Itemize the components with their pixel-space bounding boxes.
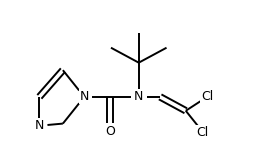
Text: N: N (134, 90, 144, 103)
Text: N: N (80, 90, 89, 103)
Text: N: N (35, 119, 44, 132)
Text: Cl: Cl (197, 126, 209, 139)
Text: O: O (105, 125, 115, 138)
Text: Cl: Cl (201, 90, 213, 103)
